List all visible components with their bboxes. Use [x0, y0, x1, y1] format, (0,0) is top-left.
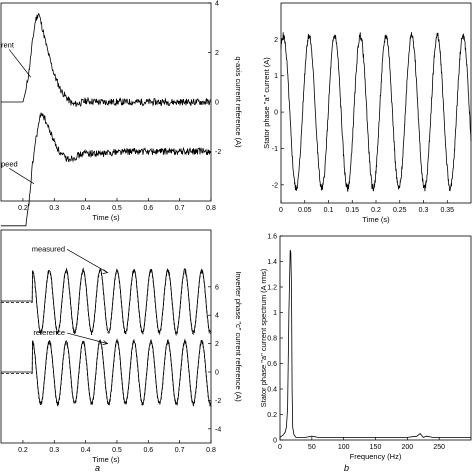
annotation-arrow — [66, 248, 108, 273]
x-tick-label: 0.5 — [112, 205, 122, 212]
annotation-label: peed — [1, 159, 18, 168]
series-dashed-reference — [1, 339, 212, 408]
x-axis-label: Time (s) — [92, 213, 120, 222]
y-tick-label: -2 — [215, 398, 221, 405]
x-tick-label: 0.4 — [81, 447, 91, 454]
x-axis-label: Time (s) — [362, 215, 390, 224]
x-tick-label: 0.3 — [49, 447, 59, 454]
y-tick-label: 0 — [274, 110, 278, 117]
panel-bottom-left: 0.2 0.3 0.4 0.5 0.6 0.7 0.8 Time (s) 6 4 2 0 -2 -4 Inv… — [0, 229, 243, 464]
y-tick-label: 2 — [215, 341, 219, 348]
y-tick-label: 1.4 — [267, 259, 277, 266]
y-tick-label: -4 — [215, 426, 221, 433]
x-tick-label: 50 — [308, 444, 316, 451]
y-tick-label: 2 — [274, 37, 278, 44]
x-tick-label: 0 — [278, 444, 282, 451]
annotation-label: measured — [32, 244, 65, 253]
x-tick-label: 0.2 — [371, 207, 381, 214]
y-tick-label: 0 — [215, 370, 219, 377]
annotation-label: rent — [1, 41, 15, 50]
x-tick-label: 0.6 — [143, 447, 153, 454]
annotation-label: reference — [33, 328, 65, 337]
annotation-arrow — [67, 332, 108, 344]
x-tick-label: 0 — [279, 207, 283, 214]
panel-top-left: 0.2 0.3 0.4 0.5 0.6 0.7 0.8 Time (s) 4 2 0 -2 q-axis… — [0, 1, 243, 227]
annotation-arrow — [8, 49, 32, 78]
x-axis-label: Time (s) — [92, 455, 120, 464]
annotation-arrowhead — [102, 340, 109, 345]
x-tick-label: 0.2 — [18, 447, 28, 454]
y-tick-label: 1.2 — [267, 285, 277, 292]
x-tick-label: 0.2 — [18, 205, 28, 212]
x-tick-label: 150 — [370, 444, 382, 451]
y-tick-label: 0.6 — [267, 361, 277, 368]
panel-top-right: 0 0.05 0.1 0.15 0.2 0.25 0.3 0.35 Time (s) 2 1 0 -1 -… — [262, 2, 472, 224]
annotation-arrow — [9, 168, 35, 184]
x-tick-label: 0.4 — [81, 205, 91, 212]
series-dashed-measured — [1, 268, 212, 336]
y-tick-label: 6 — [215, 284, 219, 291]
y-tick-label: 0 — [273, 438, 277, 445]
y-axis-label: Stator phase "a" current spectrum (A rms… — [259, 268, 268, 407]
x-tick-label: 0.15 — [345, 207, 359, 214]
panel-label-a: a — [95, 463, 100, 473]
panel-label-b: b — [344, 463, 349, 473]
y-axis-label: q-axis current reference (A) — [234, 56, 243, 148]
y-tick-label: 0.4 — [267, 387, 277, 394]
plot-frame — [0, 229, 212, 444]
y-tick-label: 0.8 — [267, 336, 277, 343]
x-tick-label: 250 — [433, 444, 445, 451]
y-axis-label: Inverter phase "c" current reference (A) — [234, 271, 243, 402]
x-tick-label: 200 — [401, 444, 413, 451]
y-tick-label: 0 — [215, 100, 219, 107]
x-tick-label: 0.5 — [112, 447, 122, 454]
y-tick-label: -1 — [272, 146, 278, 153]
y-tick-label: 1 — [274, 73, 278, 80]
x-tick-label: 0.1 — [324, 207, 334, 214]
x-axis-label: Frequency (Hz) — [350, 452, 402, 461]
y-tick-label: -2 — [272, 182, 278, 189]
x-tick-label: 0.25 — [393, 207, 407, 214]
y-axis-label: Stator phase "a" current (A) — [262, 57, 271, 149]
y-tick-label: 4 — [215, 1, 219, 8]
series-line-current — [1, 12, 211, 107]
series-line-speed — [1, 112, 212, 227]
series-line-reference — [1, 338, 212, 406]
x-tick-label: 0.8 — [206, 205, 216, 212]
x-tick-label: 0.8 — [206, 447, 216, 454]
series-line-current — [280, 32, 472, 192]
x-tick-label: 0.7 — [175, 447, 185, 454]
annotation-arrowhead — [102, 269, 109, 274]
y-tick-label: 4 — [215, 313, 219, 320]
x-tick-label: 0.05 — [298, 207, 312, 214]
x-tick-label: 0.7 — [175, 205, 185, 212]
plot-frame — [279, 235, 472, 441]
y-tick-label: 1 — [273, 310, 277, 317]
x-tick-label: 100 — [338, 444, 350, 451]
x-tick-label: 0.3 — [419, 207, 429, 214]
y-tick-label: 2 — [215, 50, 219, 57]
series-line-spectrum — [279, 249, 471, 438]
x-tick-label: 0.6 — [143, 205, 153, 212]
y-tick-label: 0.2 — [267, 412, 277, 419]
x-tick-label: 0.35 — [440, 207, 454, 214]
x-tick-label: 0.3 — [49, 205, 59, 212]
y-tick-label: 1.6 — [267, 234, 277, 241]
panel-bottom-right: 0 50 100 150 200 250 Frequency (Hz) 1.6 1.4 1.2 1 0… — [259, 234, 472, 461]
y-tick-label: -2 — [215, 149, 221, 156]
